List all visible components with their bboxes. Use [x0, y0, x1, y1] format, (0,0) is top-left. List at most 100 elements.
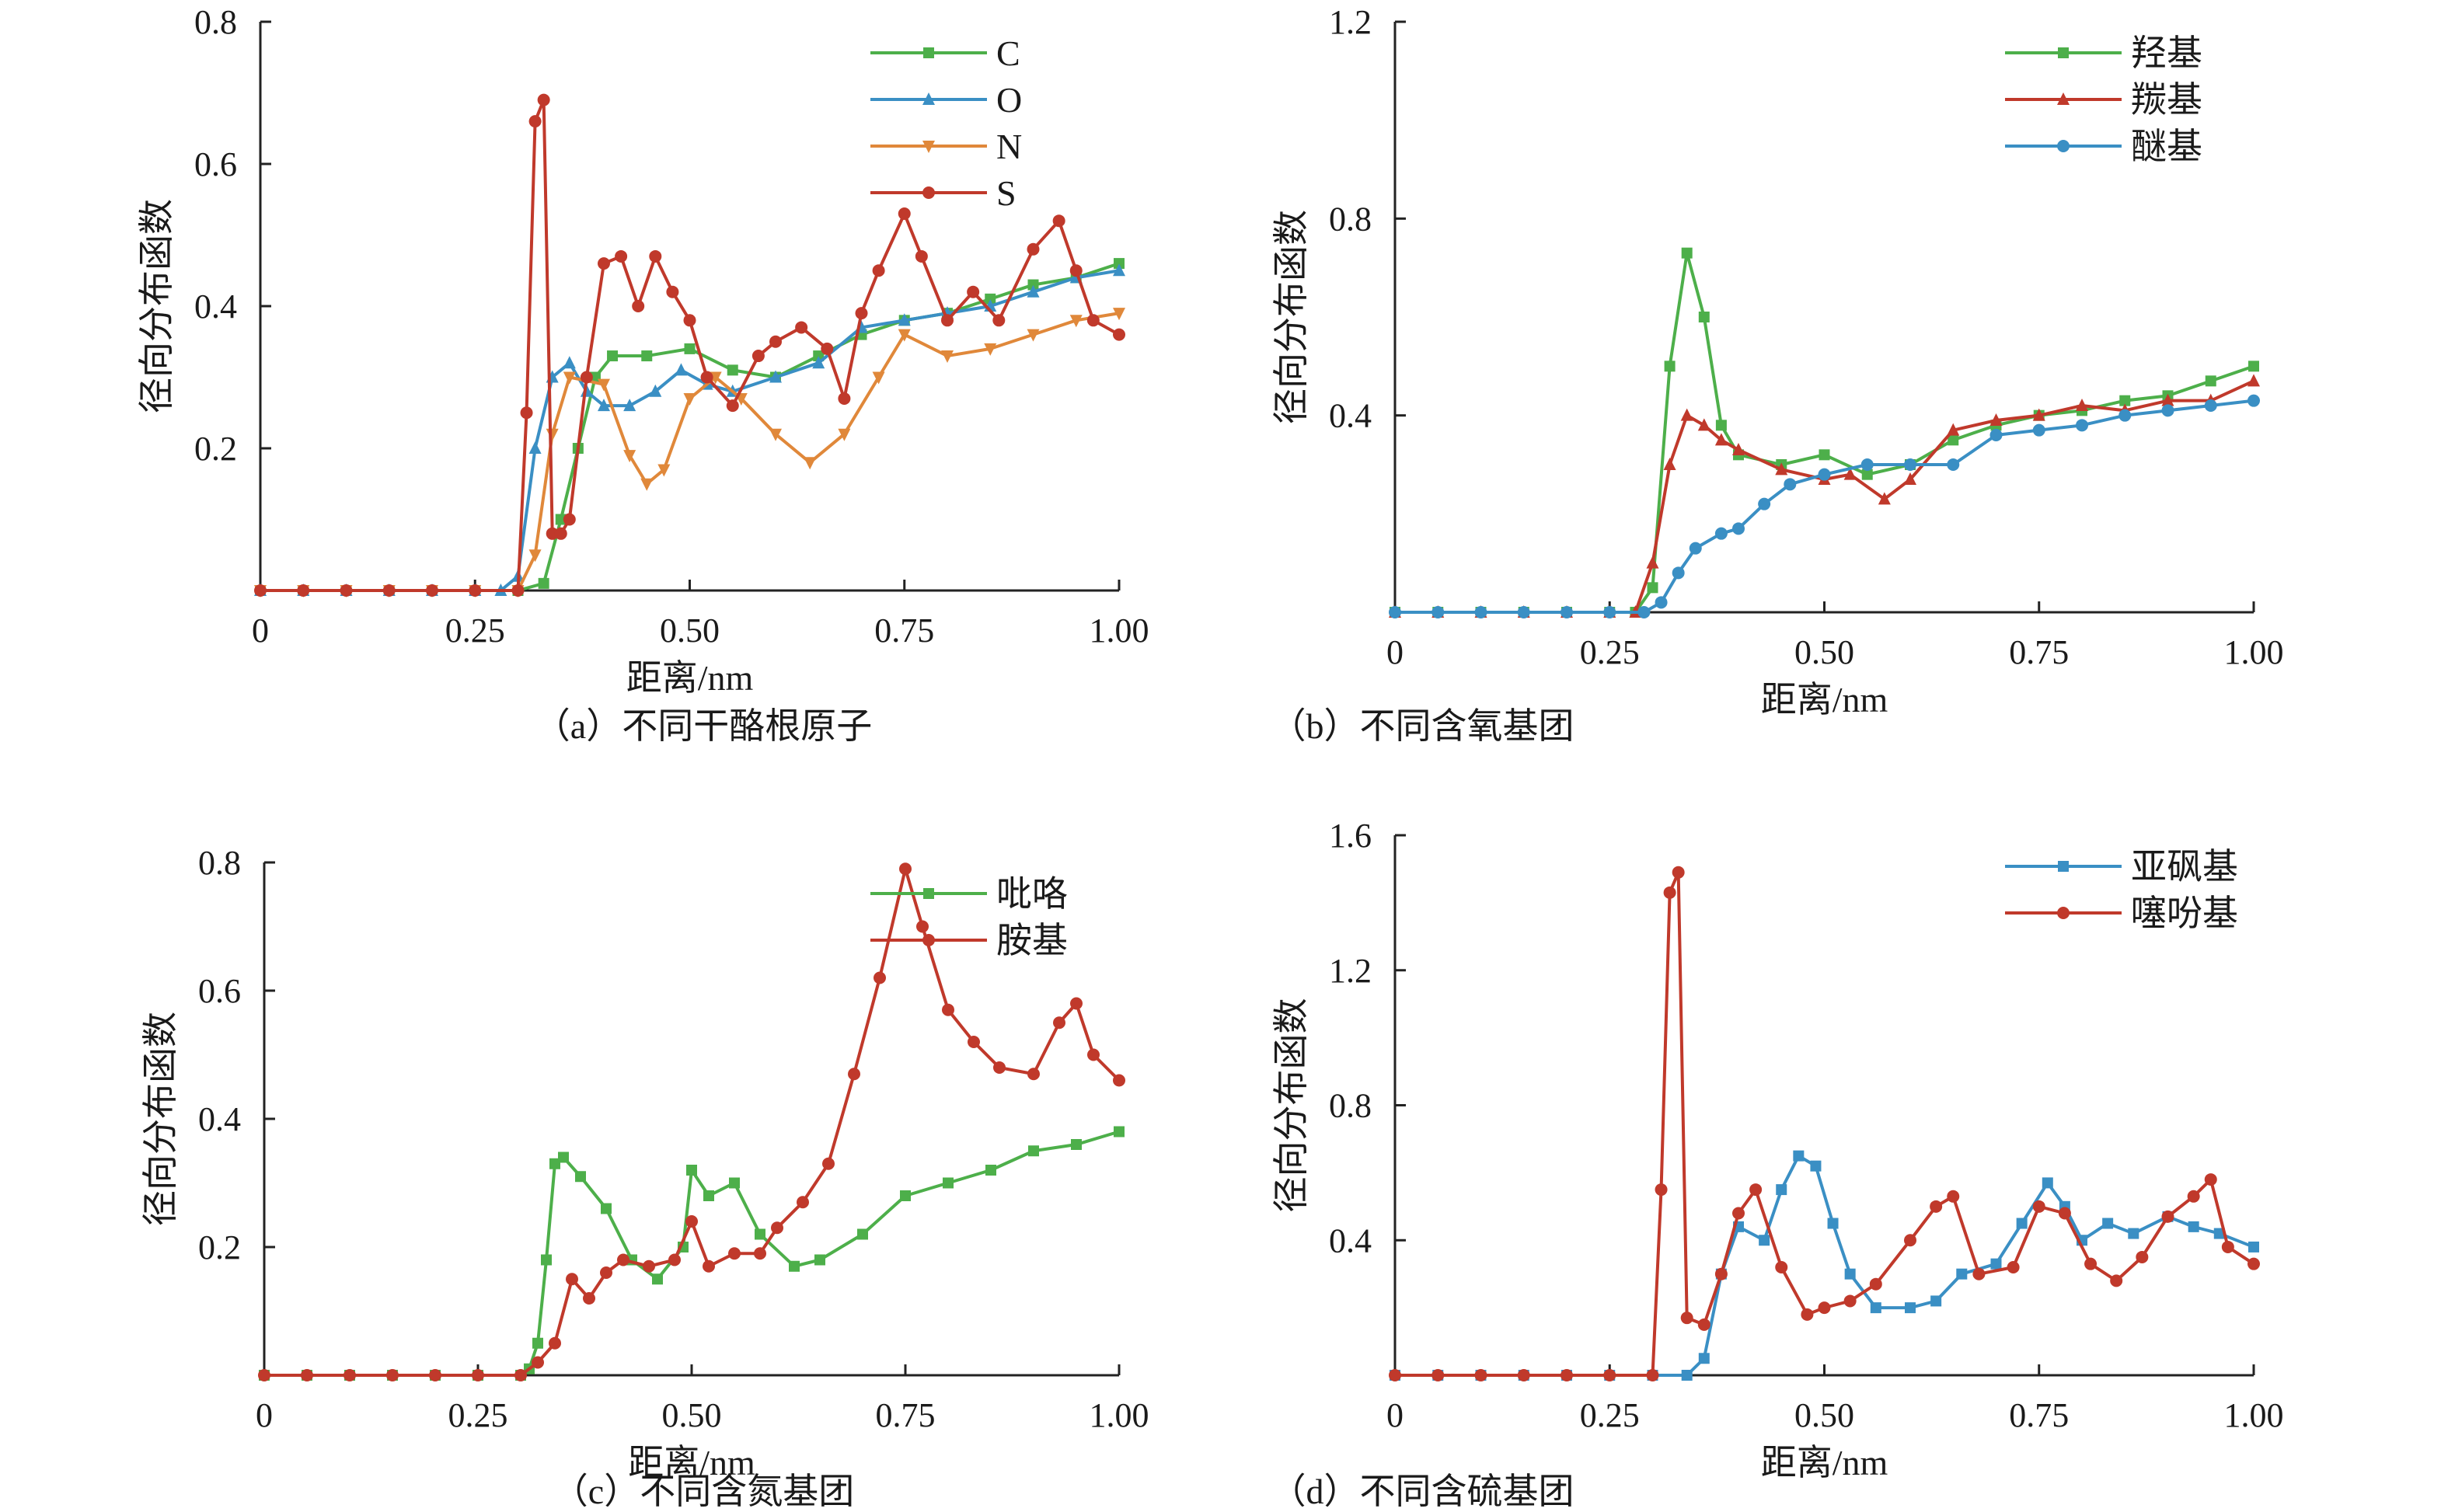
x-tick-label: 0.25 — [1580, 1396, 1640, 1434]
data-point — [915, 249, 928, 263]
legend-marker — [2057, 907, 2070, 919]
data-point — [301, 1369, 313, 1381]
data-point — [528, 115, 542, 128]
data-point — [598, 257, 610, 270]
data-point — [1086, 314, 1100, 327]
chart-panel-1: 0 0.25 0.50 0.75 1.00 0.2 0.4 0.6 0.8 距离/nm 径向分布函数… — [137, 3, 1149, 746]
data-point — [1843, 1294, 1857, 1308]
data-point — [2058, 1207, 2071, 1220]
data-point — [429, 1369, 441, 1381]
data-point — [1561, 606, 1573, 618]
data-point — [727, 364, 738, 376]
chart-caption: （b）不同含氧基团 — [1271, 706, 1574, 746]
x-tick-label: 1.00 — [1090, 611, 1149, 650]
legend-marker — [923, 888, 934, 899]
data-point — [1947, 423, 1960, 436]
data-point — [1663, 886, 1676, 899]
data-point — [1698, 312, 1710, 322]
data-point — [1732, 522, 1745, 535]
data-point — [2161, 393, 2174, 406]
data-point — [1028, 1145, 1039, 1157]
data-point — [1672, 566, 1685, 580]
data-point — [683, 392, 696, 406]
data-point — [683, 314, 696, 327]
data-point — [1681, 247, 1693, 259]
data-point — [566, 1273, 578, 1286]
data-point — [537, 93, 550, 106]
data-point — [2247, 1257, 2260, 1270]
data-point — [528, 549, 542, 563]
series-line — [1395, 1154, 2254, 1377]
x-tick-label: 0 — [1386, 1396, 1404, 1434]
legend-marker — [922, 92, 935, 105]
data-point — [2007, 1261, 2020, 1273]
data-point — [1904, 1234, 1916, 1247]
data-point — [1389, 1369, 1401, 1381]
data-point — [1749, 1183, 1763, 1197]
data-point — [821, 342, 834, 355]
data-point — [1972, 1267, 1986, 1280]
data-point — [469, 584, 482, 597]
data-point — [1930, 1295, 1942, 1307]
data-point — [652, 1273, 663, 1285]
y-tick-label: 1.6 — [1329, 817, 1372, 855]
data-point — [598, 378, 610, 392]
data-point — [1989, 413, 2003, 426]
y-tick-label: 0.8 — [1329, 200, 1372, 238]
data-point — [563, 371, 576, 385]
data-point — [1715, 420, 1727, 431]
legend-marker — [2058, 47, 2069, 58]
data-point — [2247, 374, 2260, 387]
data-point — [558, 1151, 569, 1163]
legend-marker — [922, 141, 935, 153]
data-point — [657, 464, 671, 477]
legend-marker — [923, 47, 934, 58]
data-point — [1844, 1268, 1856, 1280]
data-point — [1827, 1218, 1839, 1229]
data-point — [549, 1336, 561, 1350]
data-point — [1878, 492, 1891, 505]
series-2 — [1389, 866, 2260, 1381]
data-point — [1070, 997, 1083, 1010]
data-point — [1561, 1369, 1573, 1381]
data-point — [1793, 1150, 1805, 1162]
data-point — [1113, 263, 1125, 277]
series-2 — [258, 862, 1125, 1381]
chart-panel-4: 0 0.25 0.50 0.75 1.00 0.4 0.8 1.2 1.6 距离/nm 径向分布函数… — [1271, 817, 2284, 1511]
data-point — [640, 478, 654, 491]
x-tick-label: 0.50 — [1794, 633, 1854, 671]
data-point — [563, 513, 576, 526]
x-tick-label: 0.25 — [448, 1396, 508, 1434]
data-point — [583, 1292, 595, 1305]
data-point — [685, 1215, 698, 1228]
data-point — [623, 399, 636, 412]
data-point — [2016, 1218, 2028, 1229]
data-point — [1053, 1016, 1065, 1029]
data-point — [1843, 467, 1857, 480]
x-tick-label: 0.75 — [2009, 633, 2069, 671]
x-tick-label: 0 — [1386, 633, 1404, 671]
data-point — [838, 428, 851, 441]
x-tick-label: 0.25 — [445, 611, 505, 650]
data-point — [2188, 1221, 2199, 1232]
chart-panel-3: 0 0.25 0.50 0.75 1.00 0.2 0.4 0.6 0.8 距离/nm 径向分布函数… — [141, 844, 1149, 1511]
data-point — [984, 343, 997, 356]
data-point — [623, 450, 636, 463]
data-point — [1732, 443, 1745, 455]
data-point — [703, 1190, 714, 1201]
data-point — [838, 392, 851, 405]
data-point — [857, 1228, 868, 1240]
data-point — [675, 363, 688, 376]
y-tick-label: 0.8 — [198, 844, 241, 882]
series-line — [1395, 251, 2254, 614]
data-point — [1904, 458, 1916, 471]
data-point — [942, 1003, 954, 1016]
data-point — [754, 1247, 766, 1260]
data-point — [941, 350, 954, 364]
data-point — [563, 356, 576, 369]
data-point — [668, 1253, 681, 1266]
x-tick-label: 0.75 — [874, 611, 934, 650]
data-point — [1714, 527, 1728, 540]
